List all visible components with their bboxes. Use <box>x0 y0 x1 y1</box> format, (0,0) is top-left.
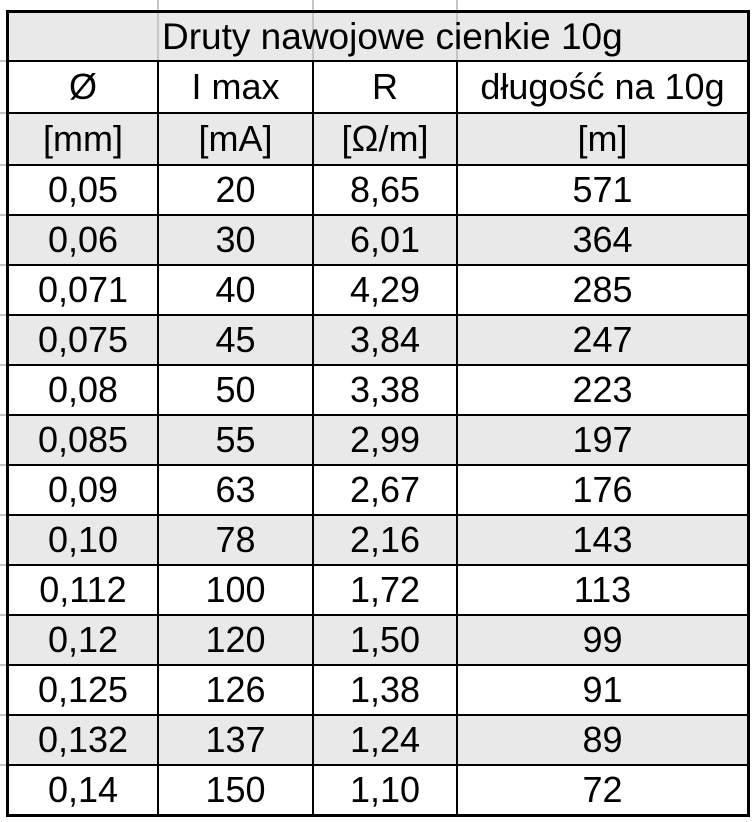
gridline-tick-left <box>0 314 6 316</box>
data-cell: 30 <box>159 216 312 264</box>
data-cell: 2,67 <box>314 466 456 514</box>
data-cell: 143 <box>458 516 747 564</box>
column-header-length: długość na 10g <box>458 62 747 112</box>
gridline-tick-left <box>0 714 6 716</box>
data-cell: 40 <box>159 266 312 314</box>
data-cell: 285 <box>458 266 747 314</box>
data-cell: 4,29 <box>314 266 456 314</box>
data-cell: 197 <box>458 416 747 464</box>
data-cell: 0,132 <box>9 716 157 764</box>
data-cell: 0,14 <box>9 766 157 814</box>
data-cell: 63 <box>159 466 312 514</box>
data-cell: 113 <box>458 566 747 614</box>
data-cell: 2,99 <box>314 416 456 464</box>
data-cell: 2,16 <box>314 516 456 564</box>
gridline-tick-left <box>0 614 6 616</box>
data-cell: 72 <box>458 766 747 814</box>
data-cell: 3,84 <box>314 316 456 364</box>
column-header-resistance: R <box>314 62 456 112</box>
gridline-tick-top <box>157 0 159 10</box>
data-cell: 1,72 <box>314 566 456 614</box>
gridline-tick-left <box>0 112 6 114</box>
gridline-tick-top <box>312 0 314 10</box>
data-cell: 0,125 <box>9 666 157 714</box>
data-cell: 45 <box>159 316 312 364</box>
gridline-tick-left <box>0 60 6 62</box>
data-cell: 100 <box>159 566 312 614</box>
gridline-tick-left <box>0 664 6 666</box>
data-cell: 91 <box>458 666 747 714</box>
gridline-tick-top <box>456 0 458 10</box>
data-cell: 1,50 <box>314 616 456 664</box>
unit-cell-mm: [mm] <box>9 114 157 164</box>
data-cell: 0,08 <box>9 366 157 414</box>
data-cell: 150 <box>159 766 312 814</box>
data-cell: 1,38 <box>314 666 456 714</box>
unit-cell-m: [m] <box>458 114 747 164</box>
data-cell: 247 <box>458 316 747 364</box>
gridline-tick-left <box>0 464 6 466</box>
data-cell: 0,05 <box>9 166 157 214</box>
data-cell: 0,09 <box>9 466 157 514</box>
gridline-tick-left <box>0 564 6 566</box>
data-cell: 137 <box>159 716 312 764</box>
column-header-diameter: Ø <box>9 62 157 112</box>
data-cell: 0,10 <box>9 516 157 564</box>
gridline-tick-left <box>0 764 6 766</box>
unit-cell-ohm-m: [Ω/m] <box>314 114 456 164</box>
data-cell: 0,071 <box>9 266 157 314</box>
data-cell: 176 <box>458 466 747 514</box>
data-cell: 1,10 <box>314 766 456 814</box>
data-cell: 89 <box>458 716 747 764</box>
gridline-tick-left <box>0 164 6 166</box>
data-cell: 50 <box>159 366 312 414</box>
gridline-tick-left <box>0 514 6 516</box>
data-cell: 55 <box>159 416 312 464</box>
table-title: Druty nawojowe cienkie 10g <box>9 13 747 60</box>
data-cell: 0,075 <box>9 316 157 364</box>
data-cell: 3,38 <box>314 366 456 414</box>
data-cell: 99 <box>458 616 747 664</box>
data-cell: 0,112 <box>9 566 157 614</box>
data-cell: 6,01 <box>314 216 456 264</box>
data-cell: 0,06 <box>9 216 157 264</box>
data-cell: 0,12 <box>9 616 157 664</box>
data-cell: 126 <box>159 666 312 714</box>
data-cell: 78 <box>159 516 312 564</box>
data-cell: 20 <box>159 166 312 214</box>
data-cell: 0,085 <box>9 416 157 464</box>
gridline-tick-left <box>0 414 6 416</box>
unit-cell-ma: [mA] <box>159 114 312 164</box>
data-cell: 364 <box>458 216 747 264</box>
gridline-tick-left <box>0 264 6 266</box>
data-cell: 120 <box>159 616 312 664</box>
column-header-imax: I max <box>159 62 312 112</box>
gridline-tick-left <box>0 214 6 216</box>
data-cell: 8,65 <box>314 166 456 214</box>
data-cell: 571 <box>458 166 747 214</box>
data-cell: 223 <box>458 366 747 414</box>
gridline-tick-left <box>0 364 6 366</box>
data-cell: 1,24 <box>314 716 456 764</box>
wire-data-table: Druty nawojowe cienkie 10g Ø I max R dłu… <box>6 10 750 817</box>
